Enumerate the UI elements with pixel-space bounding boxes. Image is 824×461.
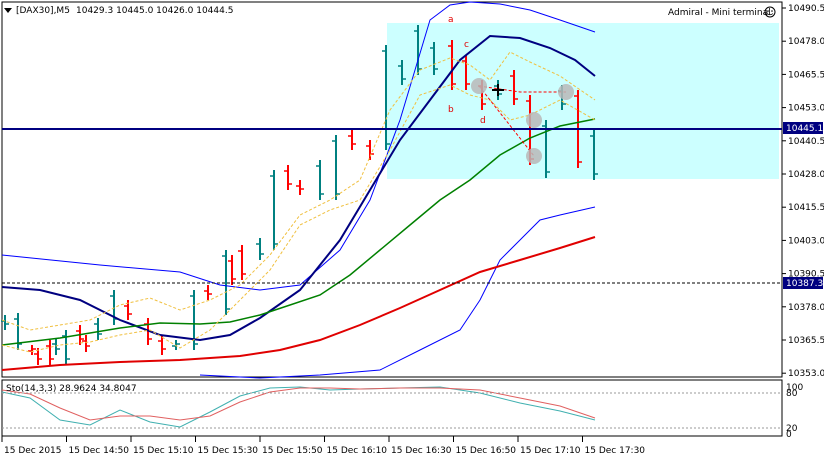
price-tick-label: 10390.5 <box>788 270 824 280</box>
price-tick-label: 10403.0 <box>788 236 824 246</box>
stoch-tick-label: 100 <box>786 383 803 393</box>
pattern-label-d: d <box>480 116 486 126</box>
ohlc-values: 10429.3 10445.0 10426.0 10444.5 <box>76 6 233 16</box>
envelope-lower-line <box>1 84 596 353</box>
price-tick-label: 10415.5 <box>788 203 824 213</box>
stochastic-frame <box>1 379 783 437</box>
pattern-zone <box>387 23 779 179</box>
price-tick-label: 10353.0 <box>788 369 824 379</box>
stochastic-title: Sto(14,3,3) 28.9624 34.8047 <box>6 384 137 394</box>
pattern-line <box>478 85 566 93</box>
time-tick-label: 15 Dec 14:50 <box>69 446 130 456</box>
indicator-lines <box>1 1 596 379</box>
dropdown-triangle-icon[interactable] <box>4 8 12 13</box>
time-tick-label: 15 Dec 15:50 <box>262 446 323 456</box>
price-tick-label: 10465.5 <box>788 70 824 80</box>
price-tick-label: 10428.0 <box>788 170 824 180</box>
main-plot-frame <box>1 1 783 378</box>
time-axis: 15 Dec 2015 15 Dec 14:50 15 Dec 15:10 15 De… <box>1 436 646 456</box>
price-tick-label: 10378.0 <box>788 303 824 313</box>
pattern-label-b: b <box>448 105 454 115</box>
stoch-tick-label: 80 <box>786 389 798 399</box>
marker-circle <box>558 84 574 100</box>
symbol-label: [DAX30],M5 <box>16 6 70 16</box>
price-tick-label: 10478.0 <box>788 37 824 47</box>
bollinger-upper-line <box>1 1 596 291</box>
time-tick-label: 15 Dec 15:30 <box>198 446 259 456</box>
time-tick-label: 15 Dec 16:30 <box>391 446 452 456</box>
price-tick-label: 10440.5 <box>788 137 824 147</box>
bollinger-lower-line <box>199 206 596 379</box>
pattern-label-c: c <box>464 40 469 50</box>
level-badge-bg <box>783 277 823 289</box>
marker-circle <box>526 112 542 128</box>
terminal-label: Admiral - Mini terminal <box>668 8 771 18</box>
ma-fast-line <box>1 34 596 342</box>
crosshair-icon <box>492 84 504 96</box>
envelope-upper-line <box>1 51 596 331</box>
ma-mid-line <box>1 118 596 346</box>
current-price-badge: 10445.1 <box>786 124 823 134</box>
stoch-signal-line <box>1 387 596 421</box>
price-tick-label: 10453.0 <box>788 104 824 114</box>
price-tick-label: 10490.5 <box>788 4 824 14</box>
time-tick-label: 15 Dec 16:10 <box>327 446 388 456</box>
pattern-label-a: a <box>448 15 454 25</box>
ma-slow-line <box>1 236 596 371</box>
price-axis: 10490.5 10478.0 10465.5 10453.0 10440.5 10428… <box>782 4 824 379</box>
price-tick-label: 10365.5 <box>788 336 824 346</box>
time-tick-label: 15 Dec 2015 <box>4 446 62 456</box>
time-tick-label: 15 Dec 15:10 <box>133 446 194 456</box>
marker-circle <box>526 148 542 164</box>
current-price-badge-bg <box>783 122 823 134</box>
time-tick-label: 15 Dec 17:10 <box>520 446 581 456</box>
smiley-icon[interactable] <box>764 6 776 18</box>
level-badge: 10387.3 <box>786 279 823 289</box>
marker-circle <box>471 78 487 94</box>
time-tick-label: 15 Dec 17:30 <box>585 446 646 456</box>
stoch-tick-label: 0 <box>786 430 792 440</box>
time-tick-label: 15 Dec 16:50 <box>456 446 517 456</box>
stoch-tick-label: 20 <box>786 424 798 434</box>
